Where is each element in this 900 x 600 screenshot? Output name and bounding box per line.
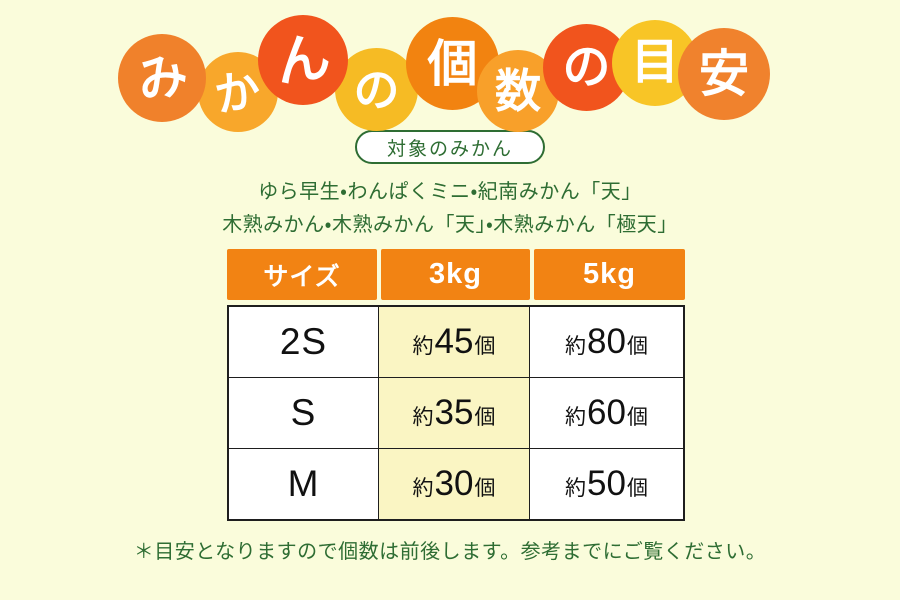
count-value: 約 50 個 <box>565 464 648 504</box>
title-char: 目 <box>630 36 679 89</box>
count-number: 45 <box>434 322 474 361</box>
target-varieties-line2: 木熟みかん・木熟みかん「天」・木熟みかん「極天」 <box>222 214 678 236</box>
count-number: 50 <box>587 464 626 503</box>
count-cell-5kg: 約 50 個 <box>530 449 683 519</box>
approx-prefix: 約 <box>565 477 587 500</box>
title-char: 数 <box>495 65 541 117</box>
title-char: の <box>353 63 400 116</box>
title-char: 個 <box>427 35 478 92</box>
target-varieties-line1: ゆら早生・わんぱくミニ・紀南みかん「天」 <box>258 181 642 203</box>
title-circle: 安 <box>678 28 770 120</box>
target-mikan-badge: 対象のみかん <box>354 130 546 164</box>
title-char: 安 <box>699 46 749 102</box>
count-cell-3kg: 約 30 個 <box>379 449 530 519</box>
approx-prefix: 約 <box>565 335 587 358</box>
approx-prefix: 約 <box>412 335 434 358</box>
table-row-2s: 2S 約 45 個 約 80 個 <box>229 307 683 378</box>
count-number: 30 <box>434 464 474 503</box>
count-value: 約 35 個 <box>413 393 496 433</box>
size-cell: M <box>229 449 379 519</box>
unit-suffix: 個 <box>626 335 648 358</box>
table-row-m: M 約 30 個 約 50 個 <box>229 449 683 519</box>
table-body: 2S 約 45 個 約 80 個 S 約 35 個 約 60 個 M <box>227 305 685 521</box>
size-cell: 2S <box>229 307 379 377</box>
page-title: み か ん の 個 数 の 目 安 <box>0 0 900 145</box>
count-value: 約 30 個 <box>413 464 496 504</box>
unit-suffix: 個 <box>474 477 496 500</box>
title-circle: ん <box>258 15 348 105</box>
unit-suffix: 個 <box>474 335 496 358</box>
unit-suffix: 個 <box>626 477 648 500</box>
footnote: ＊目安となりますので個数は前後します。参考までにご覧ください。 <box>133 541 767 563</box>
table-header-row: サイズ 3kg 5kg <box>227 249 685 300</box>
table-header-size: サイズ <box>227 249 377 300</box>
count-cell-3kg: 約 45 個 <box>379 307 530 377</box>
count-value: 約 80 個 <box>565 322 648 362</box>
approx-prefix: 約 <box>412 477 434 500</box>
unit-suffix: 個 <box>626 406 648 429</box>
unit-suffix: 個 <box>474 406 496 429</box>
size-cell: S <box>229 378 379 448</box>
table-header-5kg: 5kg <box>534 249 685 300</box>
count-number: 35 <box>434 393 474 432</box>
count-number: 60 <box>587 393 626 432</box>
approx-prefix: 約 <box>412 406 434 429</box>
title-char: か <box>211 62 265 122</box>
title-char: の <box>562 40 611 94</box>
table-header-3kg: 3kg <box>381 249 530 300</box>
count-value: 約 60 個 <box>565 393 648 433</box>
count-cell-5kg: 約 60 個 <box>530 378 683 448</box>
table-row-s: S 約 35 個 約 60 個 <box>229 378 683 449</box>
count-value: 約 45 個 <box>413 322 496 362</box>
title-circle: み <box>118 34 206 122</box>
title-circle: の <box>335 48 418 131</box>
count-cell-5kg: 約 80 個 <box>530 307 683 377</box>
count-cell-3kg: 約 35 個 <box>379 378 530 448</box>
title-circle: 数 <box>477 50 559 132</box>
title-char: み <box>130 44 194 112</box>
title-char: ん <box>272 26 334 94</box>
approx-prefix: 約 <box>565 406 587 429</box>
count-number: 80 <box>587 322 626 361</box>
size-count-table: サイズ 3kg 5kg 2S 約 45 個 約 80 個 S 約 35 個 約 60 個 <box>227 249 685 521</box>
